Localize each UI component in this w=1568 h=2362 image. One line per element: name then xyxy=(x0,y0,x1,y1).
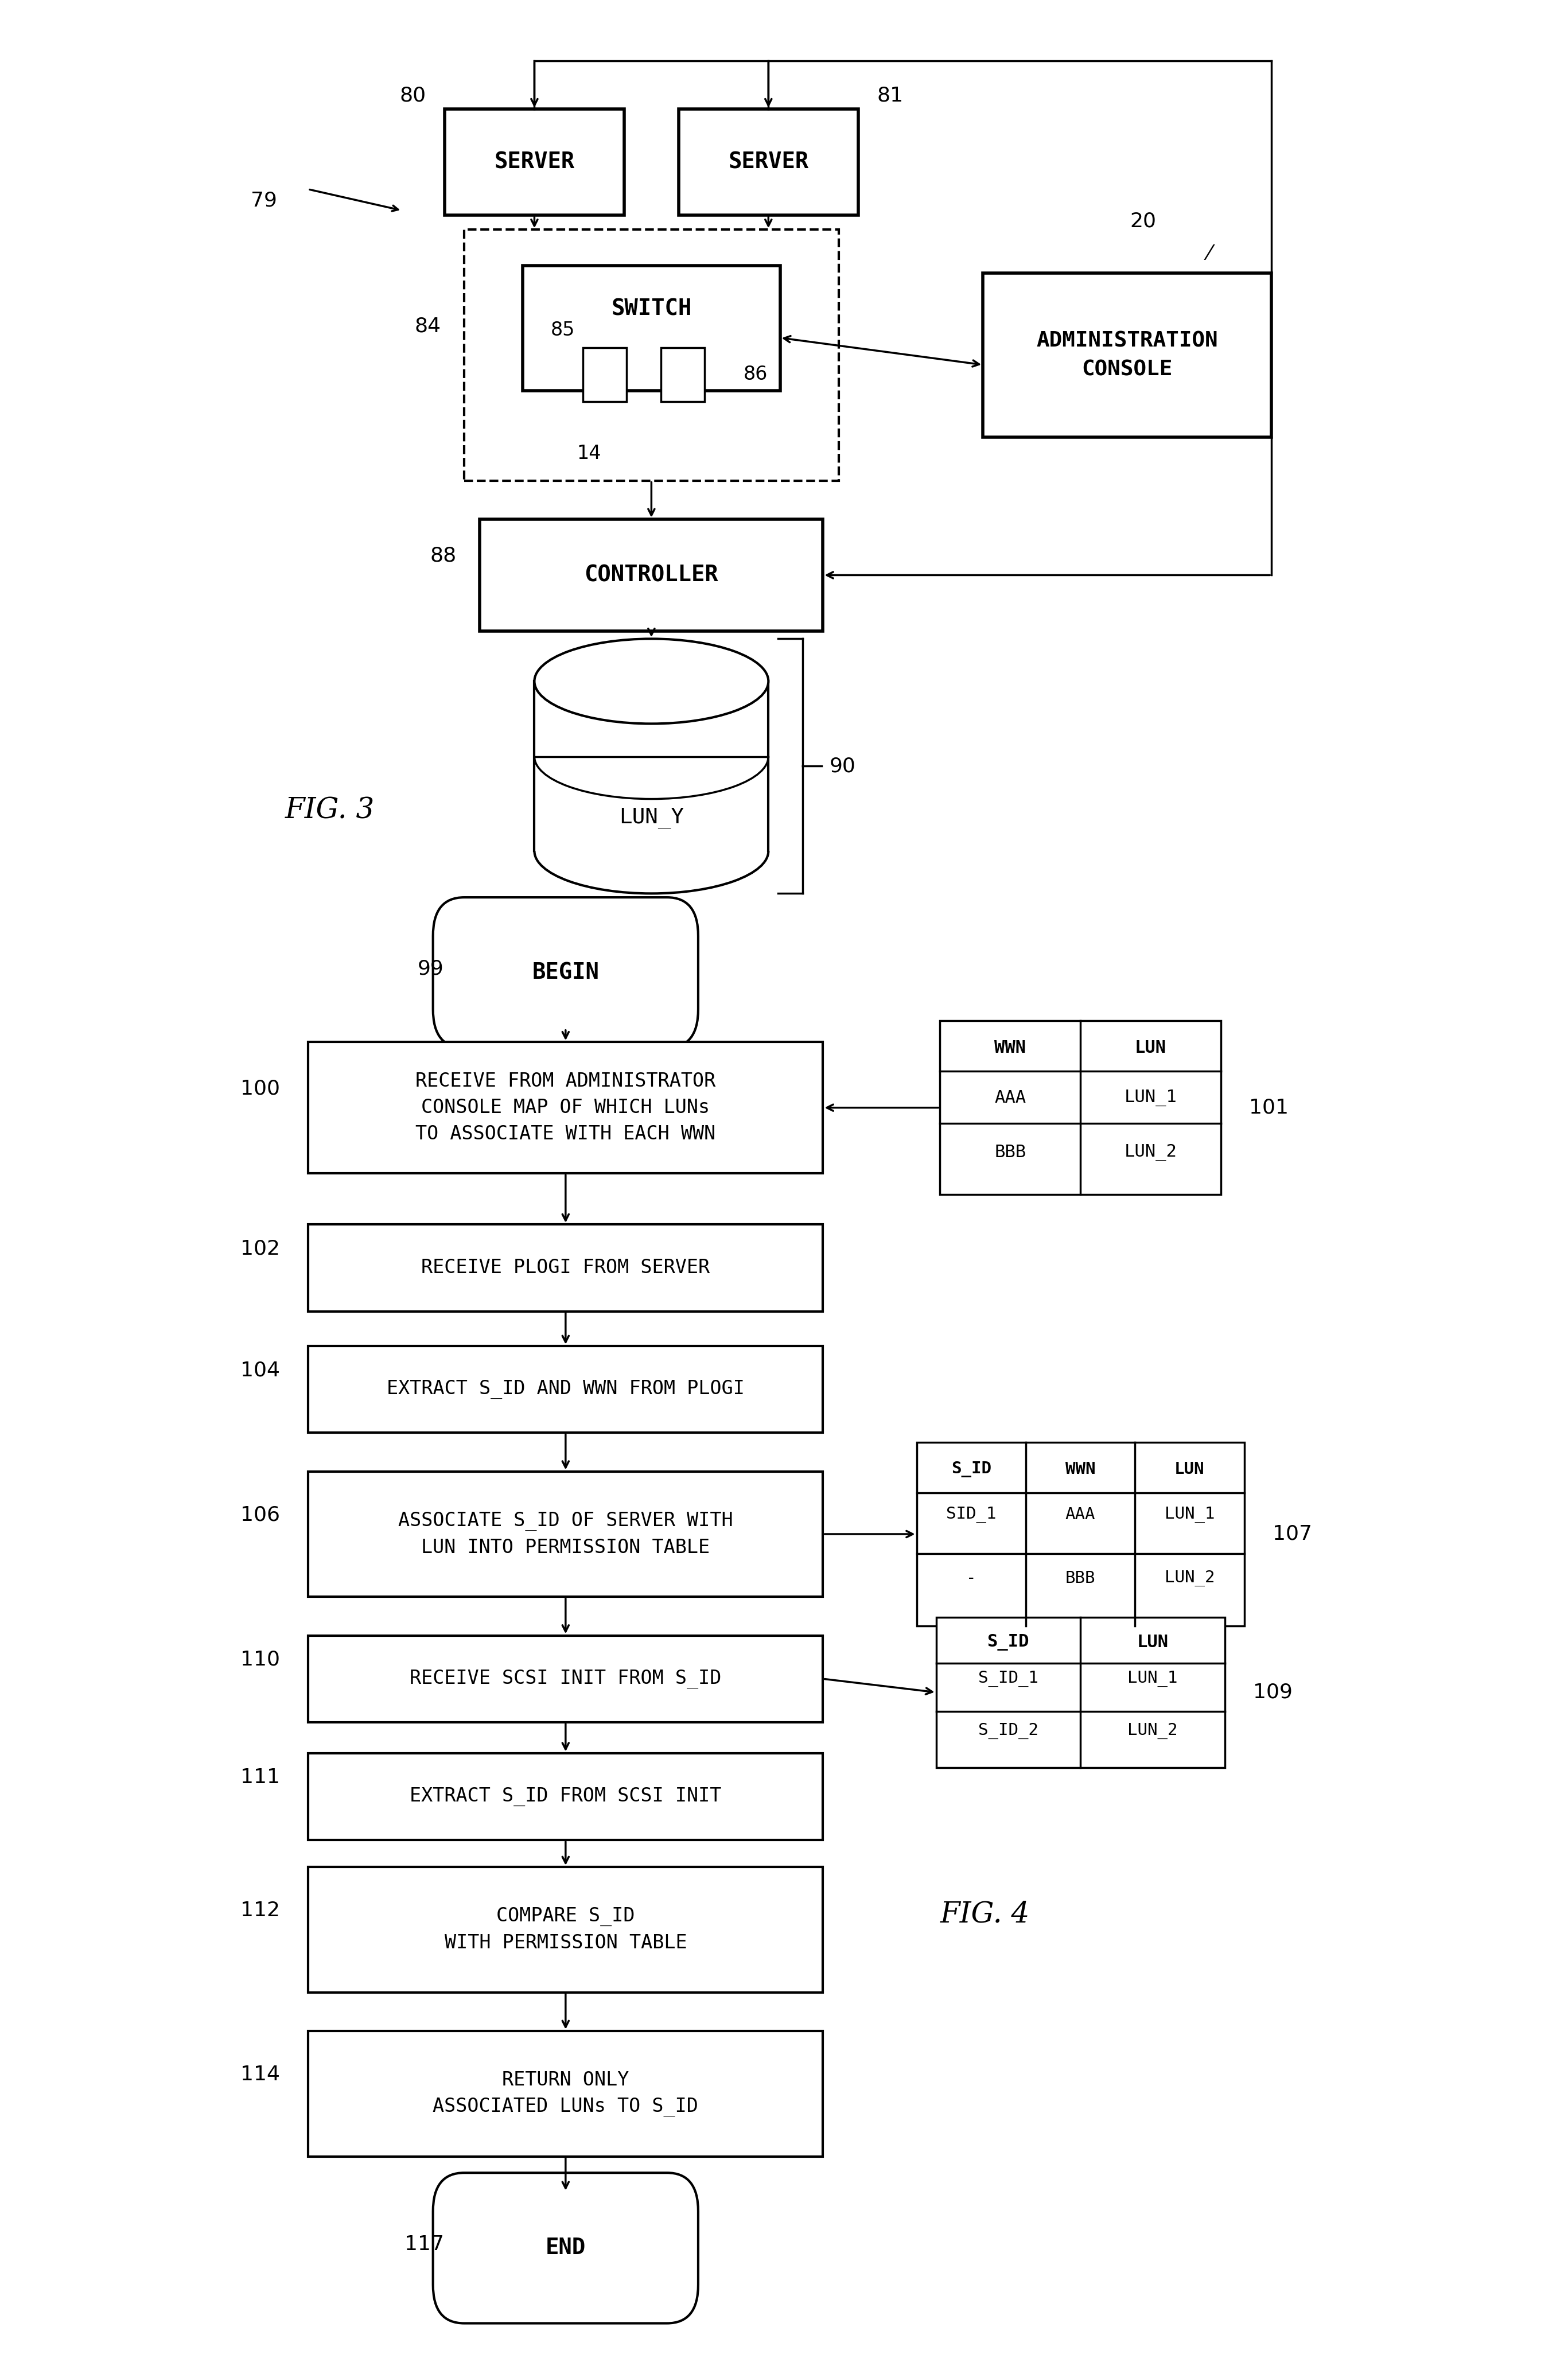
Text: WWN: WWN xyxy=(994,1039,1025,1056)
Text: LUN_1: LUN_1 xyxy=(1165,1507,1215,1523)
Ellipse shape xyxy=(535,638,768,723)
Text: LUN: LUN xyxy=(1174,1462,1204,1479)
Text: COMPARE S_ID
WITH PERMISSION TABLE: COMPARE S_ID WITH PERMISSION TABLE xyxy=(444,1906,687,1953)
Text: END: END xyxy=(546,2237,586,2258)
FancyBboxPatch shape xyxy=(660,347,704,402)
Bar xyxy=(535,680,768,850)
Text: 107: 107 xyxy=(1272,1523,1312,1545)
Text: 101: 101 xyxy=(1248,1098,1289,1117)
Text: AAA: AAA xyxy=(1065,1507,1096,1523)
Text: SERVER: SERVER xyxy=(728,151,809,172)
FancyBboxPatch shape xyxy=(522,265,781,390)
FancyBboxPatch shape xyxy=(309,1753,823,1840)
Text: ADMINISTRATION
CONSOLE: ADMINISTRATION CONSOLE xyxy=(1036,331,1218,380)
Text: 106: 106 xyxy=(240,1505,281,1523)
Text: 81: 81 xyxy=(877,85,903,106)
FancyBboxPatch shape xyxy=(309,1472,823,1597)
FancyBboxPatch shape xyxy=(936,1618,1225,1767)
Text: S_ID_2: S_ID_2 xyxy=(978,1722,1038,1738)
Text: S_ID: S_ID xyxy=(988,1635,1029,1651)
Text: RETURN ONLY
ASSOCIATED LUNs TO S_ID: RETURN ONLY ASSOCIATED LUNs TO S_ID xyxy=(433,2071,698,2116)
Text: 99: 99 xyxy=(417,959,444,978)
FancyBboxPatch shape xyxy=(309,1866,823,1994)
Text: 110: 110 xyxy=(240,1649,281,1670)
Text: ⁄: ⁄ xyxy=(1207,243,1210,265)
Text: SERVER: SERVER xyxy=(494,151,574,172)
Text: LUN_1: LUN_1 xyxy=(1124,1089,1178,1105)
Text: LUN_2: LUN_2 xyxy=(1124,1143,1178,1160)
Text: SID_1: SID_1 xyxy=(946,1507,996,1523)
Text: LUN_X: LUN_X xyxy=(619,699,684,720)
Text: FIG. 4: FIG. 4 xyxy=(939,1899,1030,1927)
Text: BBB: BBB xyxy=(1065,1571,1096,1587)
Text: LUN: LUN xyxy=(1135,1039,1167,1056)
Text: AAA: AAA xyxy=(994,1089,1025,1105)
Text: 109: 109 xyxy=(1253,1682,1292,1703)
Text: SWITCH: SWITCH xyxy=(612,298,691,319)
Text: CONTROLLER: CONTROLLER xyxy=(585,565,718,586)
Text: 90: 90 xyxy=(829,756,856,775)
Text: 80: 80 xyxy=(400,85,426,106)
Text: RECEIVE FROM ADMINISTRATOR
CONSOLE MAP OF WHICH LUNs
TO ASSOCIATE WITH EACH WWN: RECEIVE FROM ADMINISTRATOR CONSOLE MAP O… xyxy=(416,1072,715,1143)
Text: 114: 114 xyxy=(240,2064,281,2083)
Text: 86: 86 xyxy=(743,366,768,385)
Text: RECEIVE PLOGI FROM SERVER: RECEIVE PLOGI FROM SERVER xyxy=(422,1259,710,1278)
FancyBboxPatch shape xyxy=(679,109,858,215)
FancyBboxPatch shape xyxy=(309,2031,823,2157)
Text: 112: 112 xyxy=(240,1901,281,1920)
Text: BEGIN: BEGIN xyxy=(532,961,599,983)
Text: LUN_Y: LUN_Y xyxy=(619,808,684,829)
Text: 117: 117 xyxy=(405,2234,444,2253)
FancyBboxPatch shape xyxy=(917,1443,1245,1625)
FancyBboxPatch shape xyxy=(433,898,698,1049)
FancyBboxPatch shape xyxy=(309,1635,823,1722)
FancyBboxPatch shape xyxy=(309,1042,823,1174)
Text: 102: 102 xyxy=(240,1238,281,1259)
Text: RECEIVE SCSI INIT FROM S_ID: RECEIVE SCSI INIT FROM S_ID xyxy=(409,1670,721,1689)
FancyBboxPatch shape xyxy=(464,229,839,479)
FancyBboxPatch shape xyxy=(309,1224,823,1311)
FancyBboxPatch shape xyxy=(445,109,624,215)
Text: EXTRACT S_ID AND WWN FROM PLOGI: EXTRACT S_ID AND WWN FROM PLOGI xyxy=(387,1379,745,1398)
FancyBboxPatch shape xyxy=(480,520,823,631)
Text: LUN_2: LUN_2 xyxy=(1165,1571,1215,1587)
Text: 111: 111 xyxy=(240,1767,281,1788)
Text: 85: 85 xyxy=(550,321,575,340)
Text: LUN_1: LUN_1 xyxy=(1127,1670,1178,1686)
Text: EXTRACT S_ID FROM SCSI INIT: EXTRACT S_ID FROM SCSI INIT xyxy=(409,1788,721,1807)
Text: 84: 84 xyxy=(414,317,441,335)
Text: ASSOCIATE S_ID OF SERVER WITH
LUN INTO PERMISSION TABLE: ASSOCIATE S_ID OF SERVER WITH LUN INTO P… xyxy=(398,1512,732,1557)
FancyBboxPatch shape xyxy=(983,274,1272,437)
Text: 20: 20 xyxy=(1129,210,1156,231)
Text: -: - xyxy=(966,1571,977,1587)
Text: FIG. 3: FIG. 3 xyxy=(285,796,375,824)
Text: LUN_2: LUN_2 xyxy=(1127,1722,1178,1738)
Text: S_ID_1: S_ID_1 xyxy=(978,1670,1038,1686)
Text: WWN: WWN xyxy=(1065,1462,1096,1479)
Text: 14: 14 xyxy=(577,444,601,463)
FancyBboxPatch shape xyxy=(939,1020,1221,1195)
FancyBboxPatch shape xyxy=(583,347,627,402)
Text: 79: 79 xyxy=(251,191,278,210)
Text: BBB: BBB xyxy=(994,1143,1025,1160)
Text: 104: 104 xyxy=(240,1361,281,1379)
Text: 88: 88 xyxy=(430,546,456,565)
Text: 100: 100 xyxy=(240,1079,281,1098)
FancyBboxPatch shape xyxy=(309,1346,823,1434)
FancyBboxPatch shape xyxy=(433,2173,698,2324)
Text: LUN: LUN xyxy=(1137,1635,1168,1651)
Text: S_ID: S_ID xyxy=(952,1462,991,1479)
